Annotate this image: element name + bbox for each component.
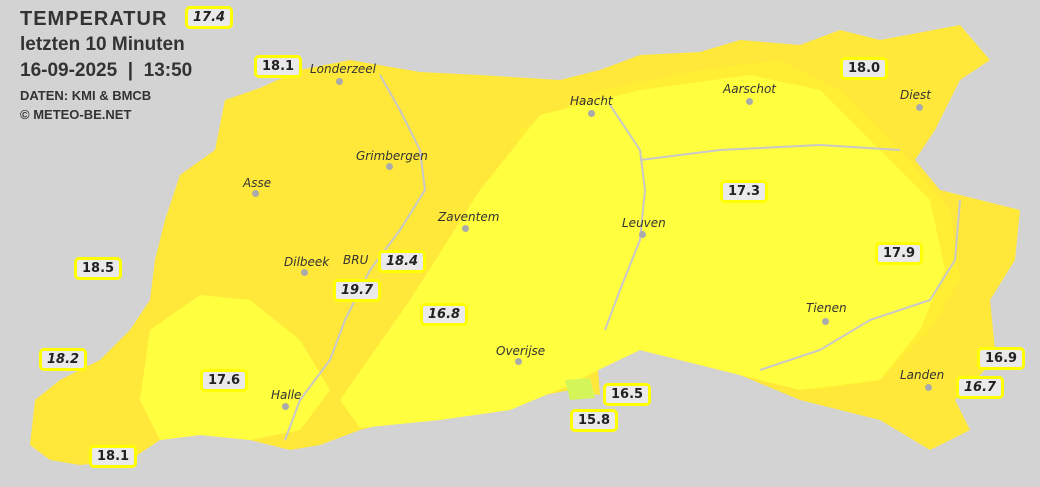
city-dot: [515, 358, 522, 365]
station-value[interactable]: 18.2: [39, 348, 88, 371]
station-value[interactable]: 16.8: [420, 303, 469, 326]
city-dot: [462, 225, 469, 232]
station-value[interactable]: 17.6: [200, 369, 249, 392]
city-label: Halle: [271, 388, 302, 402]
map-title: TEMPERATUR: [20, 8, 168, 30]
city-dot: [386, 163, 393, 170]
city-label: Leuven: [622, 216, 666, 230]
city-dot: [746, 98, 753, 105]
station-value[interactable]: 17.4: [185, 6, 234, 29]
map-datetime: 16-09-2025 | 13:50: [20, 60, 193, 81]
station-value[interactable]: 18.5: [74, 257, 123, 280]
river-dijle: [604, 104, 647, 331]
data-source: DATEN: KMI & BMCB: [20, 88, 152, 103]
city-dot: [916, 104, 923, 111]
station-value[interactable]: 16.7: [956, 376, 1005, 399]
station-value[interactable]: 18.0: [840, 57, 889, 80]
copyright: © METEO-BE.NET: [20, 107, 132, 122]
city-label: Dilbeek: [284, 255, 330, 269]
city-label: Tienen: [806, 301, 847, 315]
river-gete: [759, 199, 961, 371]
station-value[interactable]: 18.1: [89, 445, 138, 468]
station-value[interactable]: 17.9: [875, 242, 924, 265]
city-dot: [301, 269, 308, 276]
map-subtitle: letzten 10 Minuten: [20, 34, 185, 55]
city-label: Londerzeel: [310, 62, 376, 76]
city-dot: [282, 403, 289, 410]
city-label: Zaventem: [438, 210, 500, 224]
station-value[interactable]: 16.5: [603, 383, 652, 406]
city-dot: [336, 78, 343, 85]
city-label: Haacht: [570, 94, 613, 108]
river-demer: [639, 143, 901, 161]
city-label: BRU: [343, 253, 369, 267]
station-value[interactable]: 19.7: [333, 279, 382, 302]
city-label: Aarschot: [723, 82, 776, 96]
city-dot: [588, 110, 595, 117]
station-value[interactable]: 16.9: [977, 347, 1026, 370]
city-label: Diest: [900, 88, 931, 102]
city-dot: [252, 190, 259, 197]
region-coolest-zone: [565, 378, 595, 400]
station-value[interactable]: 18.4: [378, 250, 427, 273]
city-dot: [822, 318, 829, 325]
station-value[interactable]: 17.3: [720, 180, 769, 203]
city-label: Overijse: [496, 344, 546, 358]
city-dot: [639, 231, 646, 238]
city-dot: [925, 384, 932, 391]
station-value[interactable]: 15.8: [570, 409, 619, 432]
city-label: Asse: [243, 176, 272, 190]
station-value[interactable]: 18.1: [254, 55, 303, 78]
city-label: Landen: [900, 368, 945, 382]
city-label: Grimbergen: [356, 149, 428, 163]
region-cool-zone: [340, 75, 945, 428]
